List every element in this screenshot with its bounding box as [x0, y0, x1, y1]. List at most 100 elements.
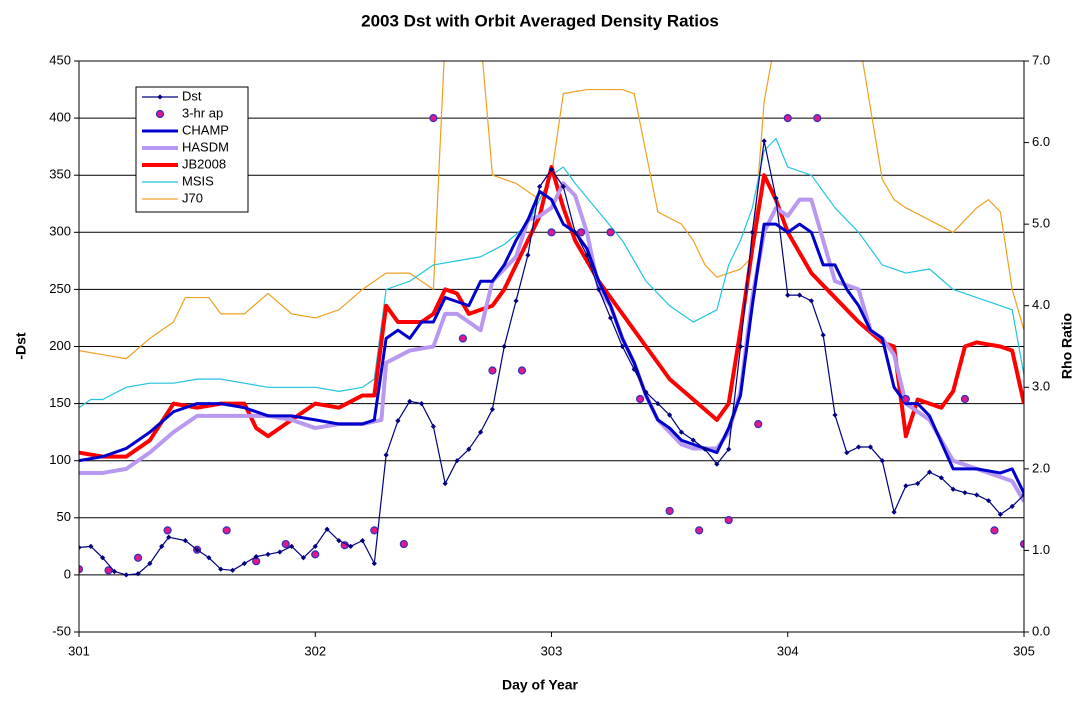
series-marker [229, 567, 236, 573]
scatter-point [311, 550, 320, 559]
series-marker [218, 566, 224, 572]
series-marker [253, 554, 259, 560]
scatter-point [517, 366, 527, 375]
x-tick-label: 303 [541, 643, 563, 658]
series-marker [548, 166, 555, 173]
scatter-point [606, 228, 615, 237]
series-marker [655, 401, 661, 407]
y2-tick-label: 5.0 [1032, 216, 1050, 231]
scatter-point [79, 565, 84, 574]
series-marker [926, 469, 933, 475]
series-marker [974, 492, 980, 498]
series-marker [820, 332, 826, 338]
series-marker [726, 446, 732, 452]
scatter-point [399, 539, 408, 549]
x-tick-label: 305 [1013, 643, 1035, 658]
scatter-point [163, 526, 172, 535]
series-marker [371, 560, 377, 567]
x-axis-title: Day of Year [502, 677, 579, 693]
series-marker [619, 343, 625, 350]
series-marker [667, 412, 673, 418]
series-marker [785, 292, 791, 298]
x-tick-label: 302 [304, 643, 326, 658]
series-marker [241, 560, 247, 567]
scatter-point [990, 526, 999, 535]
scatter-point [635, 394, 645, 404]
series-marker [714, 461, 720, 467]
series-marker [123, 572, 129, 578]
series-marker [135, 571, 141, 577]
y2-tick-label: 3.0 [1032, 379, 1050, 394]
series-marker [88, 543, 94, 549]
series-marker [407, 398, 413, 404]
scatter-point [488, 366, 497, 375]
legend-marker [155, 109, 165, 119]
series-marker [560, 184, 566, 190]
series-marker [690, 437, 696, 443]
scatter-point [813, 113, 822, 123]
y-tick-label: 50 [57, 509, 71, 524]
series-marker [182, 538, 188, 544]
series-marker [79, 544, 82, 551]
series-marker [383, 452, 389, 458]
series-marker [915, 480, 921, 487]
series-marker [454, 458, 460, 464]
y-tick-label: 300 [49, 224, 71, 239]
scatter-point [695, 526, 704, 535]
series-marker [100, 555, 106, 561]
series-marker [796, 292, 803, 298]
y-tick-label: 0 [64, 566, 71, 581]
series-marker [166, 534, 172, 540]
legend-marker [157, 94, 163, 100]
series-marker [336, 538, 342, 544]
series-marker [513, 298, 519, 304]
series-marker [997, 511, 1003, 517]
scatter-point [370, 526, 379, 535]
scatter-point [222, 526, 231, 535]
series-marker [478, 429, 484, 435]
series-marker [501, 343, 507, 350]
series-marker [773, 195, 779, 201]
legend-label: 3-hr ap [182, 105, 223, 120]
series-marker [1009, 503, 1015, 509]
series-marker [962, 490, 968, 496]
y-tick-label: 400 [49, 110, 71, 125]
series-marker [324, 526, 330, 532]
legend-label: JB2008 [182, 156, 226, 171]
y2-tick-label: 7.0 [1032, 52, 1050, 67]
x-tick-label: 304 [777, 643, 799, 658]
series-marker [891, 509, 897, 515]
chart-title: 2003 Dst with Orbit Averaged Density Rat… [361, 11, 719, 30]
series-marker [903, 483, 909, 489]
series-marker [643, 389, 649, 395]
series-marker [430, 423, 436, 430]
legend-label: CHAMP [182, 122, 229, 137]
series-marker [985, 498, 992, 504]
scatter-point [133, 553, 143, 562]
series-marker [844, 450, 850, 456]
y-tick-label: 250 [49, 281, 71, 296]
scatter-point [665, 506, 674, 516]
y-tick-label: 200 [49, 338, 71, 353]
y-tick-label: 100 [49, 452, 71, 467]
series-marker [607, 315, 614, 321]
scatter-point [576, 228, 586, 237]
y2-tick-label: 2.0 [1032, 460, 1050, 475]
series-marker [442, 480, 448, 487]
y2-tick-label: 1.0 [1032, 542, 1050, 557]
series-marker [631, 366, 637, 372]
series-marker [312, 543, 318, 549]
series-marker [808, 298, 814, 304]
x-tick-label: 301 [68, 643, 90, 658]
scatter-point [754, 420, 763, 429]
y2-tick-label: 0.0 [1032, 623, 1050, 638]
series-marker [466, 446, 472, 452]
y-tick-label: 150 [49, 395, 71, 410]
series-line [79, 190, 1024, 494]
y-tick-label: -50 [52, 623, 71, 638]
series-line [79, 137, 1024, 409]
series-marker [950, 486, 956, 492]
series-line [79, 165, 1024, 459]
series-marker [300, 555, 307, 561]
